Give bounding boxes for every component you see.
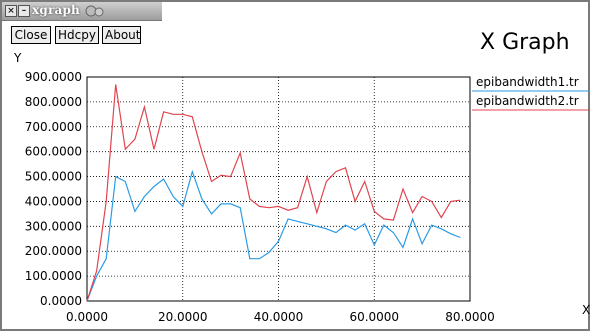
y-tick-label: 500.0000 xyxy=(25,170,82,184)
legend-label-series2: epibandwidth2.tr xyxy=(476,94,579,108)
hdcpy-button[interactable]: Hdcpy xyxy=(55,26,99,44)
y-tick-label: 600.0000 xyxy=(25,145,82,159)
x-tick-label: 80.0000 xyxy=(445,310,495,324)
x-tick-label: 40.0000 xyxy=(254,310,304,324)
y-axis-label: Y xyxy=(14,51,22,65)
x-tick-label: 0.0000 xyxy=(66,310,108,324)
x-tick-label: 20.0000 xyxy=(158,310,208,324)
close-window-icon[interactable]: × xyxy=(5,5,17,17)
y-tick-label: 300.0000 xyxy=(25,219,82,233)
window-title: xgraph xyxy=(32,3,80,17)
y-tick-label: 900.0000 xyxy=(25,70,82,84)
about-button[interactable]: About xyxy=(102,26,141,44)
y-tick-label: 400.0000 xyxy=(25,194,82,208)
y-tick-label: 200.0000 xyxy=(25,244,82,258)
close-button[interactable]: Close xyxy=(11,26,51,44)
minimize-window-icon[interactable]: – xyxy=(18,5,30,17)
y-tick-label: 100.0000 xyxy=(25,269,82,283)
x-tick-label: 60.0000 xyxy=(349,310,399,324)
title-bar[interactable]: × – xgraph xyxy=(2,2,162,21)
y-tick-label: 700.0000 xyxy=(25,120,82,134)
series-line-1 xyxy=(86,169,461,302)
graph-title: X Graph xyxy=(480,30,570,55)
y-tick-label: 800.0000 xyxy=(25,95,82,109)
series-line-2 xyxy=(86,84,461,302)
y-tick-label: 0.0000 xyxy=(40,294,82,308)
app-icon xyxy=(85,5,104,17)
x-axis-label: X xyxy=(582,303,590,317)
legend-label-series1: epibandwidth1.tr xyxy=(476,75,579,89)
